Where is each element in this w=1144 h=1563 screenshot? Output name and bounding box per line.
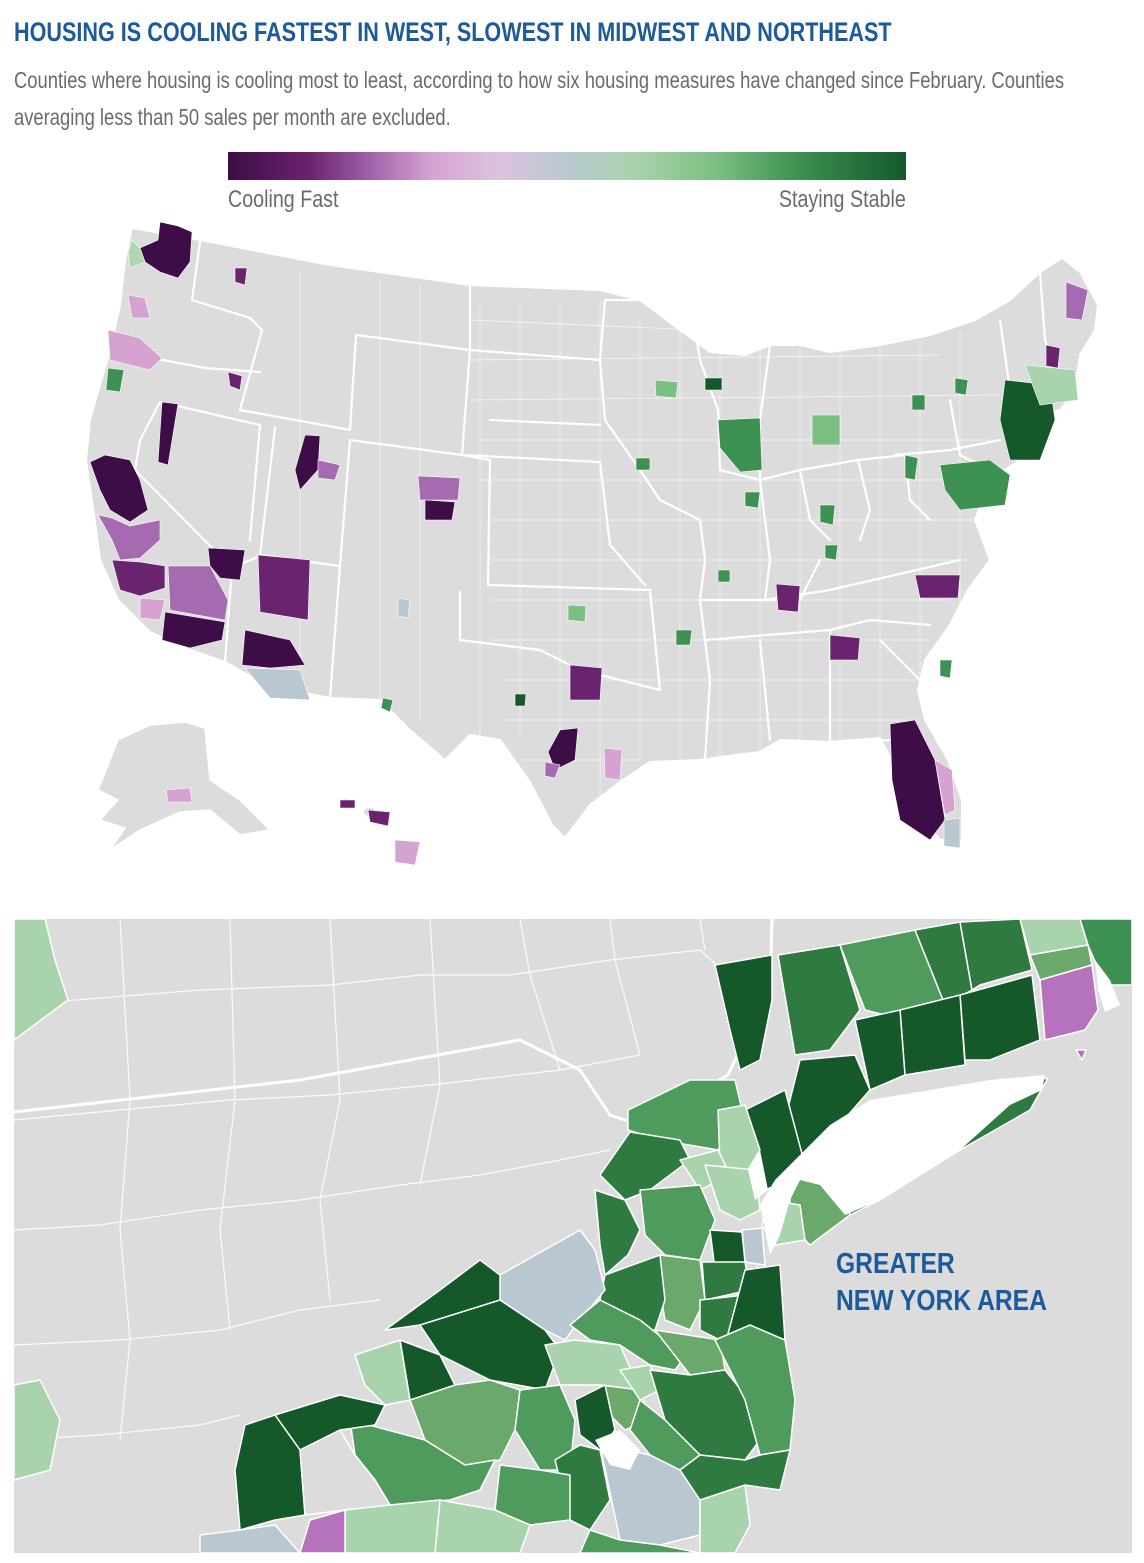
- legend-label-cooling-fast: Cooling Fast: [228, 186, 339, 213]
- inset-county-lines: [14, 919, 721, 1441]
- greater-nyc-label: GREATER NEW YORK AREA: [836, 1246, 1047, 1320]
- map-title: HOUSING IS COOLING FASTEST IN WEST, SLOW…: [14, 17, 892, 47]
- map-subtitle: Counties where housing is cooling most t…: [14, 67, 1065, 130]
- stable-counties: [380, 364, 1079, 713]
- inset-stable-counties: [14, 919, 1132, 1553]
- greater-nyc-label-line2: NEW YORK AREA: [836, 1285, 1047, 1317]
- cooling-counties: [89, 221, 1089, 866]
- greater-nyc-label-line1: GREATER: [836, 1248, 955, 1280]
- legend-gradient-bar: [228, 152, 906, 180]
- us-county-map: [85, 221, 1099, 866]
- color-legend: Cooling Fast Staying Stable: [228, 152, 906, 222]
- us-base-land: [85, 227, 1099, 841]
- inset-water: [595, 960, 1120, 1470]
- alaska-land: [97, 721, 272, 851]
- legend-label-staying-stable: Staying Stable: [779, 186, 906, 213]
- us-county-grid: [299, 270, 1001, 800]
- nyc-inset-map: [14, 919, 1132, 1553]
